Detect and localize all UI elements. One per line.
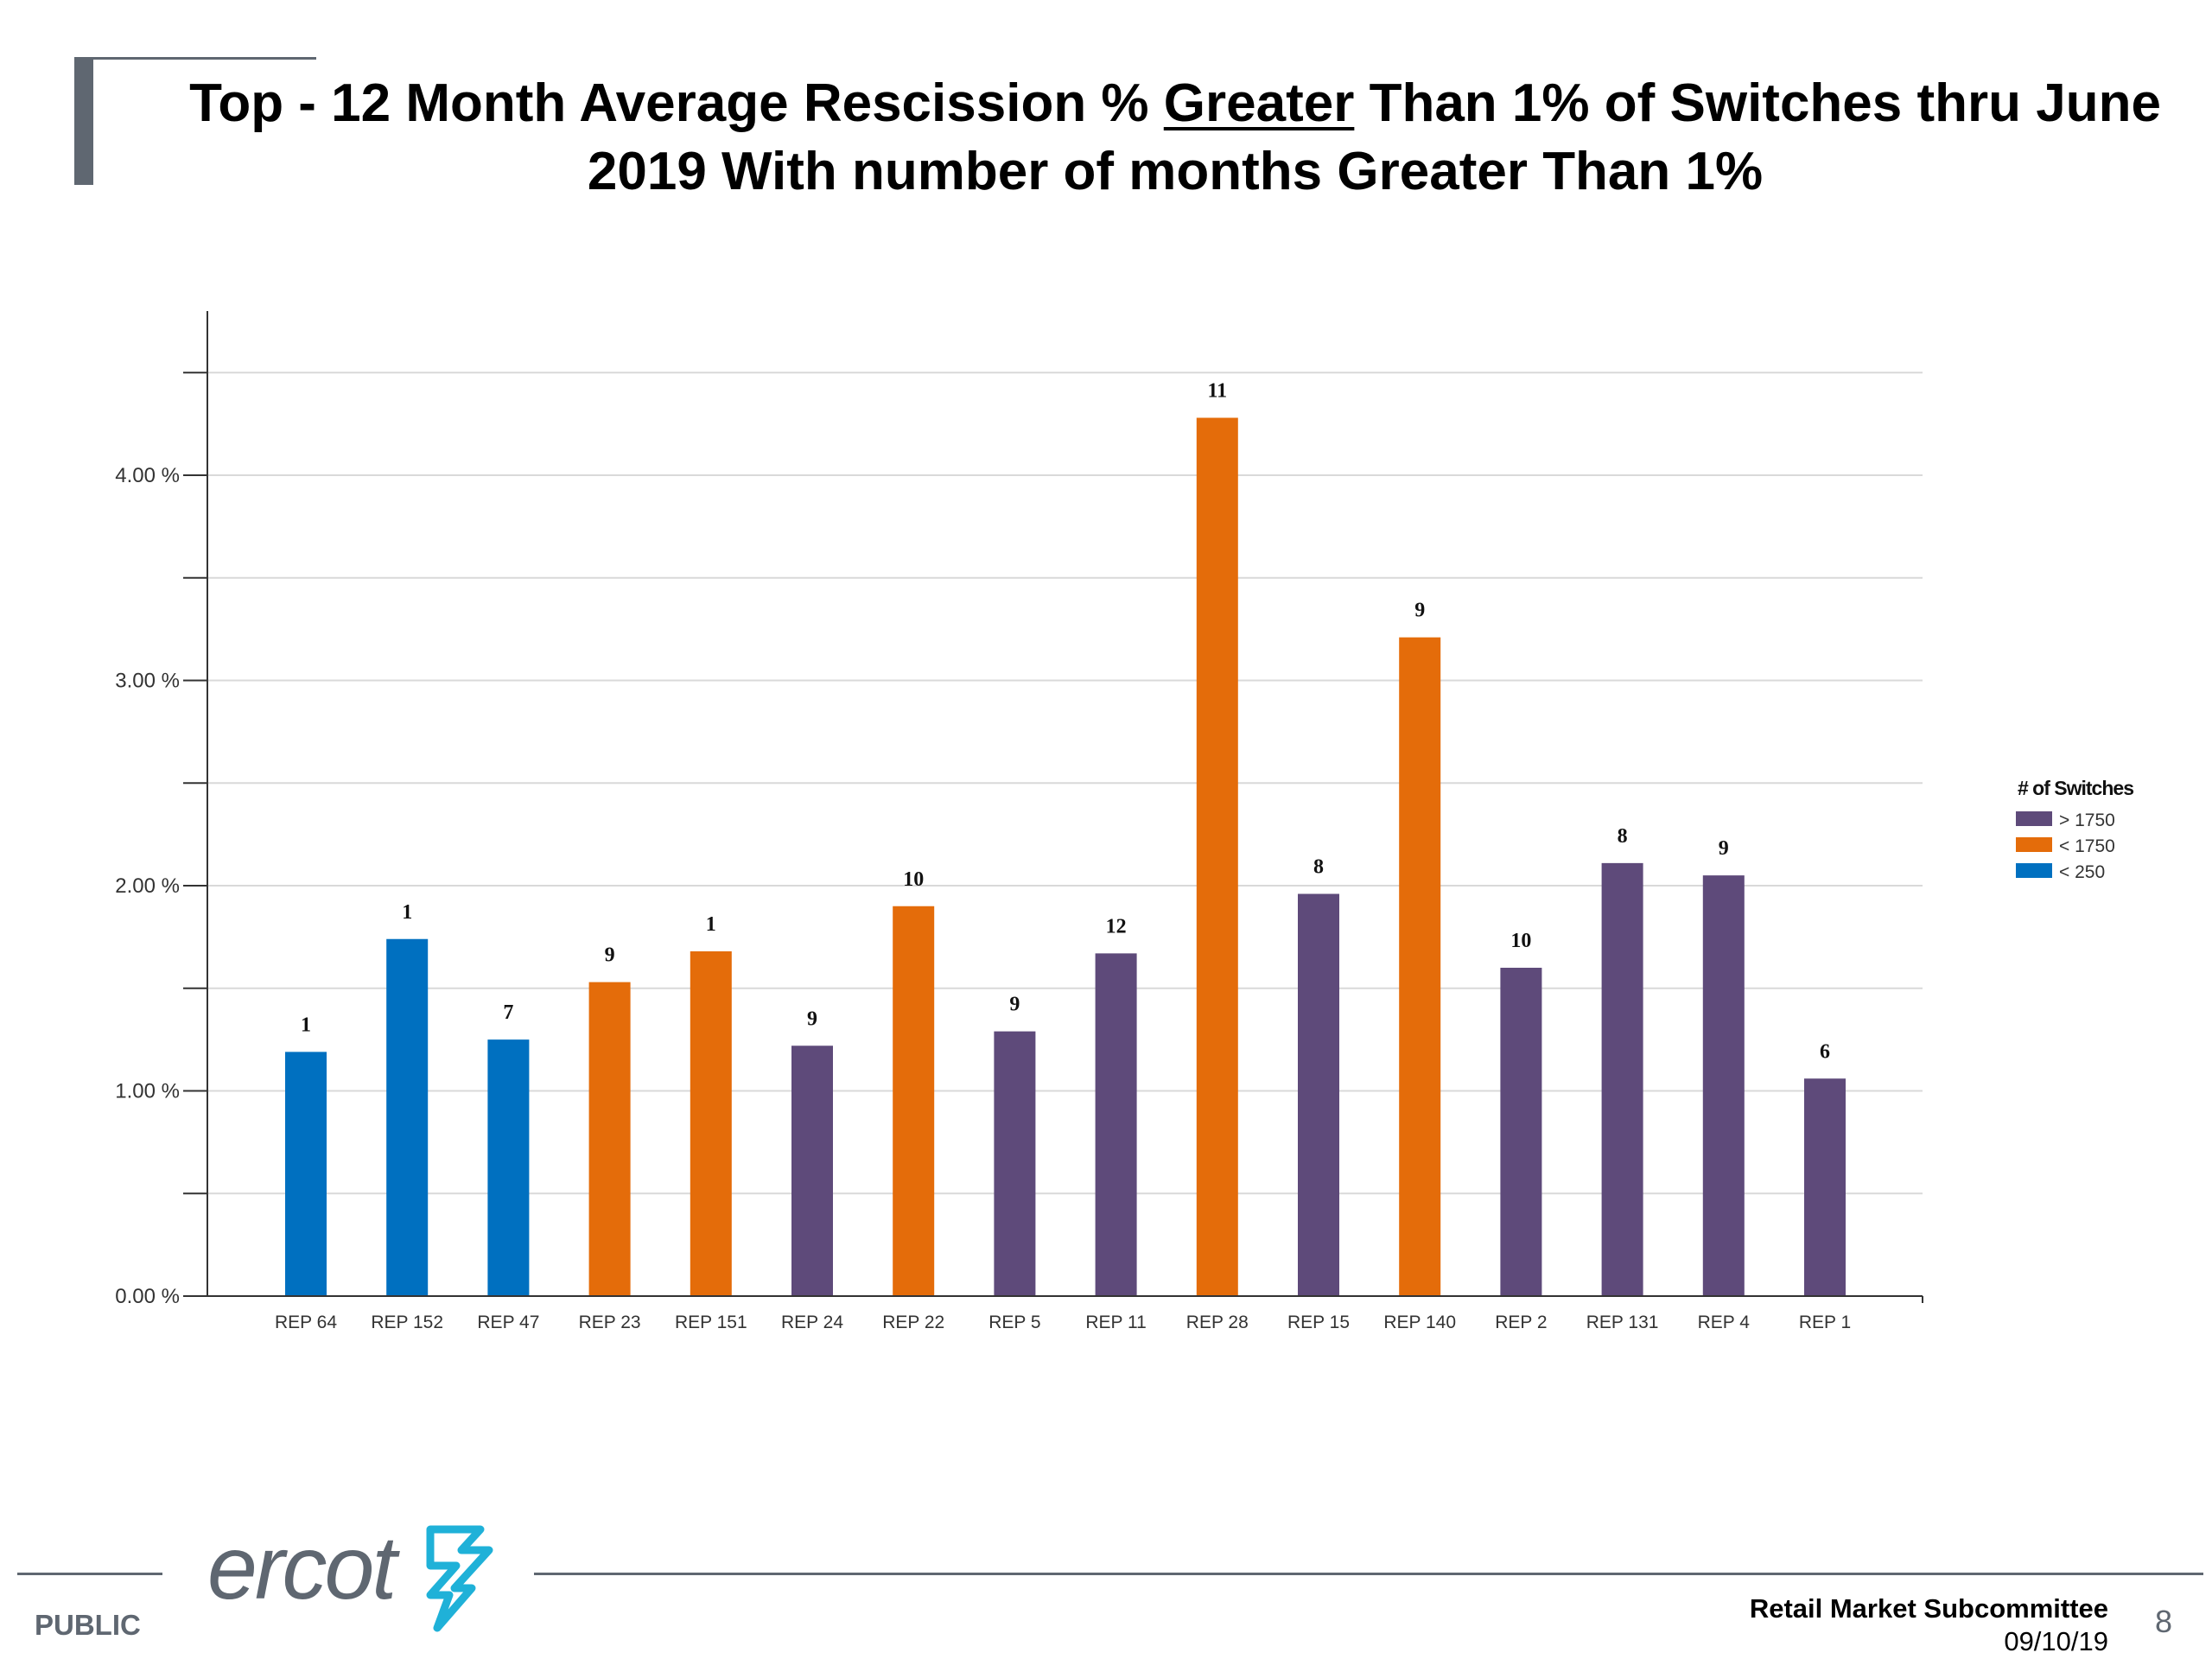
x-category-label: REP 2 [1495,1313,1547,1332]
footer-divider-right [534,1573,2203,1575]
legend-entry: < 250 [2059,862,2105,882]
bar-data-label: 9 [605,944,615,967]
bar-data-label: 8 [1313,856,1324,879]
x-category-label: REP 4 [1698,1313,1751,1332]
bar-rep-24 [791,1046,833,1296]
bar-rep-1 [1804,1078,1846,1296]
title-text-end: Than 1% of Switches thru June 2019 With … [587,73,2161,201]
title-accent-line [74,57,316,60]
x-category-label: REP 140 [1383,1313,1456,1332]
bar-data-label: 9 [1414,600,1425,622]
y-tick-label: 2.00 % [115,874,180,898]
lightning-bolt-icon [426,1525,493,1632]
bar-data-label: 10 [903,868,924,891]
legend-swatch [2016,811,2052,826]
bar-rep-131 [1601,862,1643,1296]
bar-rep-151 [690,951,732,1296]
bar-rep-5 [994,1031,1036,1296]
logo-wordmark: ercot [207,1518,400,1618]
bar-data-label: 9 [1719,837,1729,860]
bar-data-label: 1 [402,901,412,924]
title-underlined-word: Greater [1163,73,1355,133]
x-category-label: REP 24 [781,1313,843,1332]
y-tick-label: 3.00 % [115,670,180,693]
bar-rep-64 [285,1052,327,1296]
legend-entry: < 1750 [2059,836,2115,856]
x-category-label: REP 152 [371,1313,443,1332]
bar-data-label: 8 [1618,825,1628,848]
x-category-label: REP 15 [1287,1313,1350,1332]
bar-rep-4 [1702,875,1745,1296]
x-category-label: REP 151 [675,1313,747,1332]
chart-legend: # of Switches > 1750 < 1750 < 250 [2016,777,2134,882]
x-category-label: REP 1 [1799,1313,1851,1332]
bar-rep-28 [1196,417,1238,1296]
y-tick-label: 0.00 % [115,1285,180,1308]
y-tick-label: 4.00 % [115,464,180,487]
chart-axes: 0.00 % 1.00 % 2.00 % 3.00 % 4.00 % REP 64 REP … [115,311,1923,1332]
page-number: 8 [2154,1604,2172,1639]
legend-swatch [2016,837,2052,852]
bar-data-label: 10 [1510,930,1531,952]
legend-title: # of Switches [2018,777,2133,799]
committee-name: Retail Market Subcommittee [1749,1593,2108,1624]
bar-rep-11 [1095,953,1137,1296]
bar-data-label: 9 [1009,994,1020,1016]
x-category-label: REP 5 [988,1313,1040,1332]
x-category-label: REP 11 [1085,1313,1146,1332]
bar-rep-22 [893,906,935,1296]
y-tick-label: 1.00 % [115,1080,180,1103]
slide-title: Top - 12 Month Average Rescission % Grea… [138,69,2212,206]
legend-entry: > 1750 [2059,810,2115,830]
x-category-label: REP 131 [1586,1313,1659,1332]
bar-data-label: 12 [1106,915,1127,938]
x-category-label: REP 28 [1186,1313,1249,1332]
bar-data-label: 9 [807,1007,817,1030]
title-text-start: Top - 12 Month Average Rescission % [189,73,1164,133]
bar-rep-140 [1399,637,1441,1296]
title-accent-bar [74,57,93,185]
bar-rep-23 [588,982,631,1296]
bar-data-label: 11 [1207,380,1227,403]
footer-divider-left [17,1573,162,1575]
bar-rep-152 [386,938,429,1296]
classification-label: PUBLIC [35,1609,141,1641]
bar-data-label: 6 [1820,1040,1830,1063]
x-category-label: REP 47 [477,1313,539,1332]
bar-data-label: 1 [301,1014,311,1036]
ercot-logo: ercot [207,1518,493,1632]
bar-rep-2 [1500,968,1542,1296]
bar-rep-47 [487,1039,530,1296]
x-category-label: REP 64 [275,1313,337,1332]
bar-data-label: 7 [503,1001,513,1024]
x-category-label: REP 22 [882,1313,944,1332]
slide-date: 09/10/19 [2004,1626,2108,1656]
legend-swatch [2016,863,2052,878]
bar-rep-15 [1298,893,1339,1296]
bar-data-label: 1 [706,913,716,936]
x-category-label: REP 23 [579,1313,641,1332]
chart-gridlines [207,372,1923,1195]
